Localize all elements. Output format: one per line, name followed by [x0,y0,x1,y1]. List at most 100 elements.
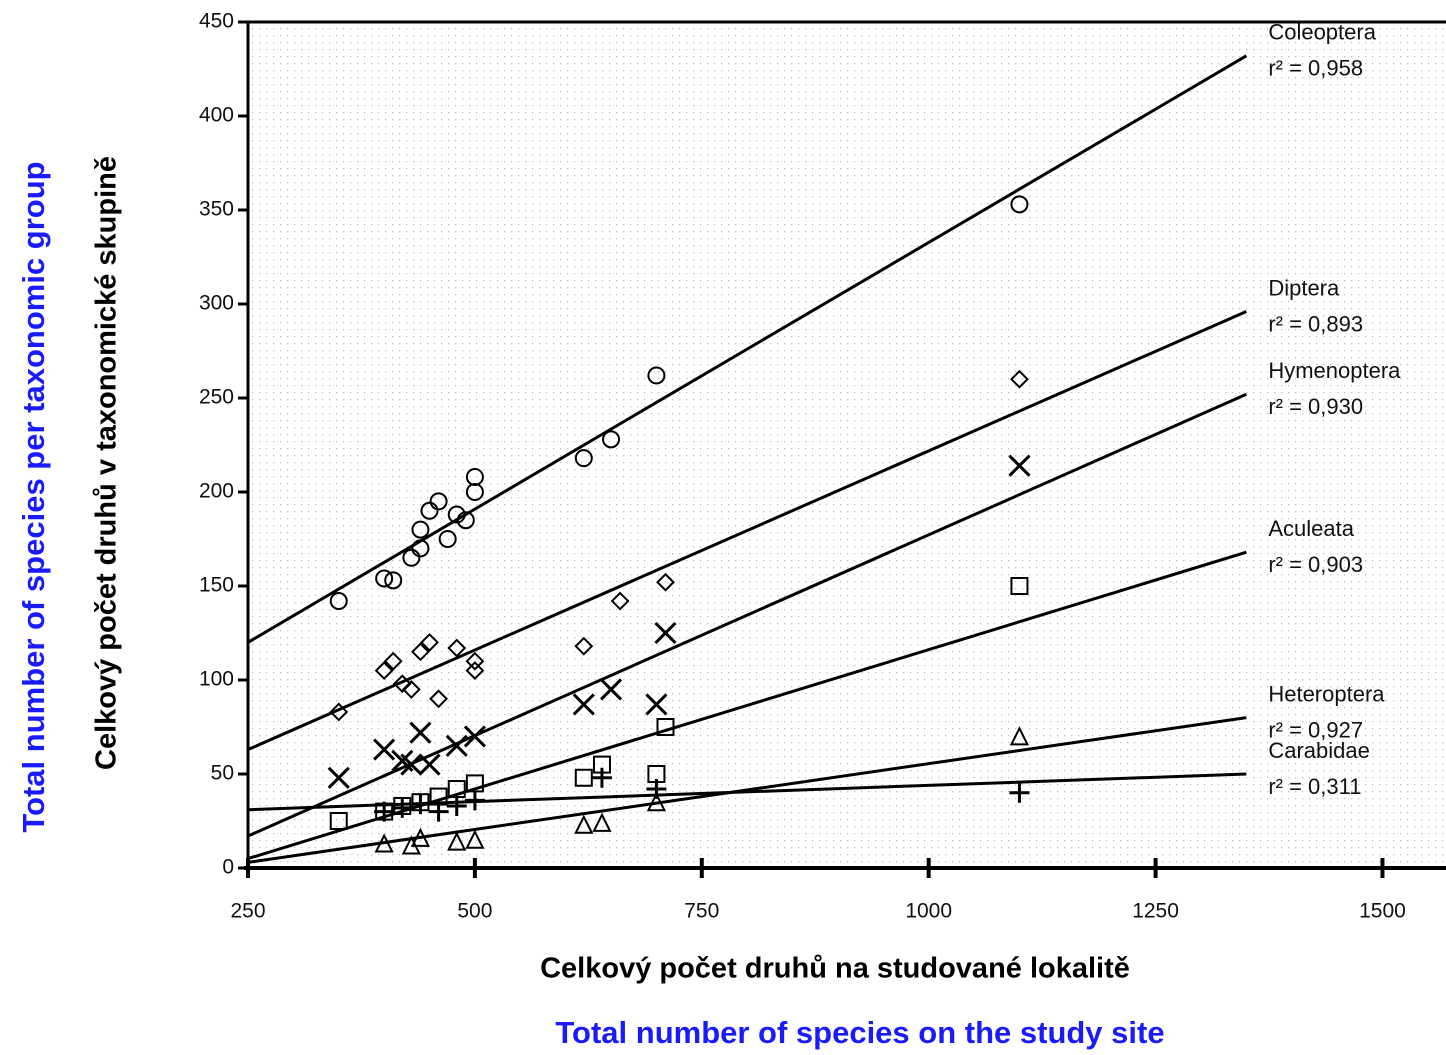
point [465,467,484,486]
point [1008,454,1031,477]
r2-label: r² = 0,893 [1268,311,1363,336]
point [645,693,668,716]
point [428,801,449,822]
point [591,767,612,788]
y-tick-label: 250 [199,386,234,409]
point [599,678,623,701]
plot-background [248,22,1446,868]
point [647,366,666,385]
point [1010,577,1029,595]
point [410,794,431,815]
point [410,827,431,847]
r2-label: r² = 0,930 [1268,394,1363,419]
point [646,791,667,812]
series-name: Hymenoptera [1268,358,1401,383]
x-tick-label: 1500 [1359,900,1406,923]
point [456,511,475,530]
point [418,753,441,776]
y-axis-label-en: Total number of species per taxonomic gr… [16,161,51,832]
x-axis-label: Celkový počet druhů na studované lokalit… [540,953,1130,985]
series-name: Carabidae [1268,738,1370,763]
point [402,548,421,567]
point [373,738,396,761]
series-name: Heteroptera [1268,681,1385,706]
point [656,718,675,736]
point [446,795,467,816]
point [392,797,413,818]
point [610,591,630,611]
trend-line [247,310,1247,751]
r2-label: r² = 0,927 [1268,717,1363,742]
point [463,725,486,748]
y-tick-label: 450 [199,10,234,33]
point [656,572,675,592]
y-tick-label: 350 [199,198,234,221]
point [445,734,468,757]
point [420,501,439,520]
r2-label: r² = 0,958 [1268,56,1363,81]
r2-label: r² = 0,903 [1268,552,1363,577]
x-tick-label: 750 [684,900,719,923]
x-tick-label: 1250 [1132,900,1179,923]
point [374,801,395,822]
y-axis-label: Celkový počet druhů v taxonomické skupin… [91,156,123,770]
point [401,679,421,699]
point [438,530,457,548]
point [329,702,349,722]
point [447,638,467,658]
point [572,693,595,716]
point [574,449,593,468]
point [429,492,448,511]
point [375,569,394,588]
r2-label: r² = 0,311 [1268,774,1361,799]
y-tick-label: 0 [222,856,234,879]
y-tick-label: 150 [199,574,234,597]
point [1010,195,1029,214]
y-tick-label: 300 [199,292,234,315]
point [409,721,432,744]
point [374,661,394,681]
series-name: Diptera [1268,275,1340,300]
point [429,689,449,709]
point [1009,782,1030,803]
point [464,790,485,811]
point [420,632,439,652]
x-axis-label-en: Total number of species on the study sit… [555,1015,1164,1050]
trend-line [247,550,1247,861]
point [411,539,430,558]
series-name: Coleoptera [1268,20,1376,45]
point [329,812,348,830]
y-tick-label: 50 [211,762,234,785]
point [654,621,677,645]
point [329,592,348,611]
point [646,779,667,800]
point [1009,726,1030,746]
point [384,571,403,590]
series-name: Aculeata [1268,516,1354,541]
point [400,753,423,776]
point [447,831,467,851]
trend-line [247,716,1247,864]
point [374,833,394,853]
point [383,651,403,671]
point [602,430,621,449]
point [574,768,593,787]
point [392,674,412,694]
y-tick-label: 400 [199,104,234,127]
point [411,642,430,662]
y-tick-label: 200 [199,480,234,503]
point [1010,369,1029,389]
point [465,651,485,671]
point [574,814,594,834]
point [574,636,594,656]
x-tick-label: 250 [230,900,265,923]
x-tick-label: 500 [457,900,492,923]
point [592,812,612,832]
point [327,766,350,789]
y-tick-label: 100 [199,668,234,691]
point [447,505,466,524]
point [411,520,430,539]
point [465,661,485,681]
x-tick-label: 1000 [905,900,952,923]
